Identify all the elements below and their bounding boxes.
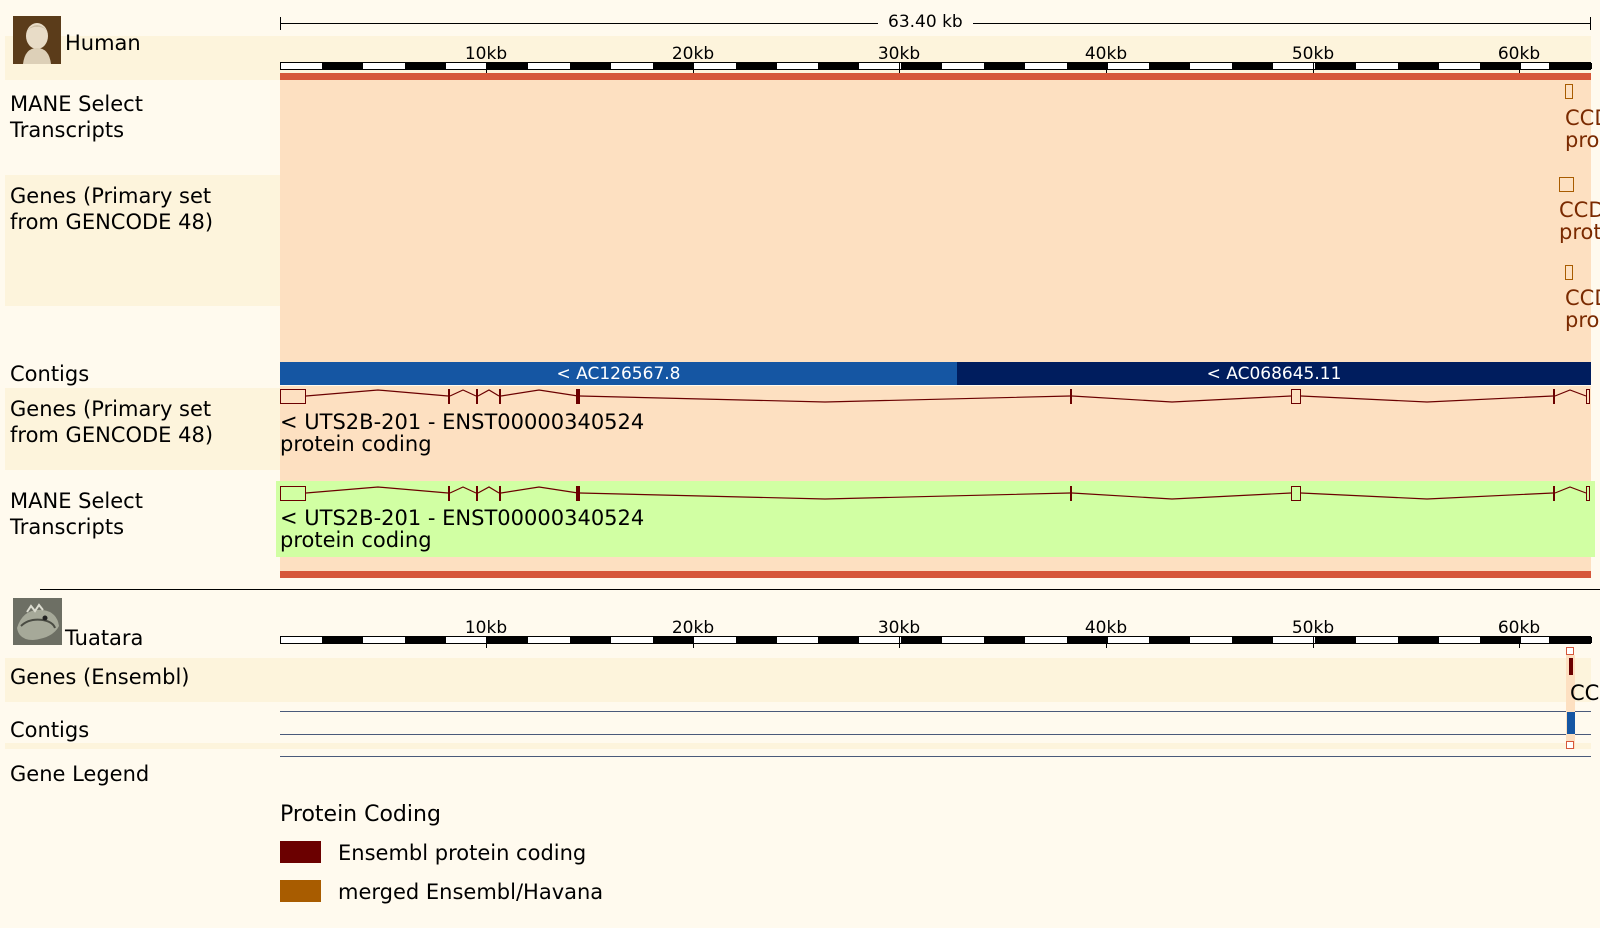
human-bust-icon <box>13 16 61 64</box>
track-label-contigs: Contigs <box>10 362 90 386</box>
tick-label-10kb: 10kb <box>464 618 508 638</box>
tick-label-40kb: 40kb <box>1084 44 1128 64</box>
tick-label-50kb: 50kb <box>1291 44 1335 64</box>
genes-bottom-label-band <box>5 388 280 470</box>
tick-label-20kb: 20kb <box>671 44 715 64</box>
edge-gene-exon[interactable] <box>1565 84 1573 99</box>
scale-length-label: 63.40 kb <box>878 10 973 34</box>
human-species-label: Human <box>65 31 141 55</box>
legend-label-merged: merged Ensembl/Havana <box>338 880 604 904</box>
tuatara-highlight-marker <box>1566 741 1574 749</box>
contig-ac068645[interactable]: < AC068645.11 <box>957 362 1591 385</box>
human-header-band <box>5 36 1591 80</box>
track-label-tuatara-genes: Genes (Ensembl) <box>10 665 190 689</box>
track-label-mane-bottom: MANE Select Transcripts <box>10 489 143 539</box>
highlight-top-bar <box>280 73 1591 80</box>
transcript-name-mane[interactable]: < UTS2B-201 - ENST00000340524 <box>280 506 645 530</box>
human-ruler <box>280 62 1592 70</box>
contig-line <box>280 734 1591 735</box>
edge-gene-exon[interactable] <box>1559 177 1574 192</box>
major-tick <box>1313 62 1314 74</box>
edge-gene-biotype: prot <box>1559 221 1600 243</box>
tick-label-60kb: 60kb <box>1497 44 1541 64</box>
contig-line <box>280 756 1591 757</box>
tick-label-30kb: 30kb <box>877 618 921 638</box>
tick-label-60kb: 60kb <box>1497 618 1541 638</box>
legend-swatch-ensembl <box>280 841 321 863</box>
track-label-genes-top: Genes (Primary set from GENCODE 48) <box>10 184 214 234</box>
tuatara-gene-exon[interactable] <box>1569 658 1573 675</box>
highlight-bottom-bar <box>280 571 1591 578</box>
track-label-tuatara-contigs: Contigs <box>10 718 90 742</box>
contig-label: < AC068645.11 <box>1206 364 1342 384</box>
transcript-model-mane[interactable] <box>280 483 1592 507</box>
major-tick <box>693 62 694 74</box>
contig-ac126567[interactable]: < AC126567.8 <box>280 362 957 385</box>
track-label-gene-legend: Gene Legend <box>10 762 150 786</box>
tick-label-40kb: 40kb <box>1084 618 1128 638</box>
tuatara-species-label: Tuatara <box>65 626 144 650</box>
major-tick <box>486 62 487 74</box>
tuatara-contig-block[interactable] <box>1567 712 1575 734</box>
major-tick <box>899 62 900 74</box>
tick-label-20kb: 20kb <box>671 618 715 638</box>
tuatara-edge-gene-label[interactable]: CC <box>1570 682 1600 704</box>
tick-label-10kb: 10kb <box>464 44 508 64</box>
genes-top-label-band <box>5 175 280 306</box>
major-tick <box>693 636 694 648</box>
tick-label-50kb: 50kb <box>1291 618 1335 638</box>
scale-bar-left-cap <box>280 17 281 30</box>
tuatara-genes-band <box>5 658 1591 702</box>
edge-gene-exon[interactable] <box>1565 265 1573 280</box>
edge-gene-label[interactable]: CCD <box>1565 287 1600 309</box>
edge-gene-label[interactable]: CCD <box>1565 107 1600 129</box>
species-separator <box>40 589 1600 590</box>
tuatara-icon <box>13 598 62 645</box>
major-tick <box>899 636 900 648</box>
contig-line <box>280 711 1591 712</box>
legend-heading: Protein Coding <box>280 802 441 827</box>
major-tick <box>1313 636 1314 648</box>
contig-label: < AC126567.8 <box>556 364 681 384</box>
transcript-biotype-mane: protein coding <box>280 528 432 552</box>
tuatara-highlight-marker <box>1566 647 1574 655</box>
mane-green-band <box>276 481 1595 557</box>
edge-gene-biotype: pro <box>1565 129 1600 151</box>
tick-label-30kb: 30kb <box>877 44 921 64</box>
edge-gene-label[interactable]: CCD <box>1559 199 1600 221</box>
major-tick <box>1519 62 1520 74</box>
transcript-model-genes[interactable] <box>280 386 1592 410</box>
transcript-name-genes[interactable]: < UTS2B-201 - ENST00000340524 <box>280 410 645 434</box>
scale-bar-right-cap <box>1590 17 1591 30</box>
highlight-region <box>280 73 1591 378</box>
track-label-genes-bottom: Genes (Primary set from GENCODE 48) <box>10 397 214 447</box>
transcript-biotype-genes: protein coding <box>280 432 432 456</box>
legend-label-ensembl: Ensembl protein coding <box>338 841 587 865</box>
major-tick <box>486 636 487 648</box>
major-tick <box>1519 636 1520 648</box>
major-tick <box>1106 62 1107 74</box>
tuatara-highlight <box>1566 655 1575 749</box>
tuatara-contigs-band <box>5 743 1591 749</box>
edge-gene-biotype: pro <box>1565 309 1600 331</box>
major-tick <box>1106 636 1107 648</box>
legend-swatch-merged <box>280 880 321 902</box>
track-label-mane-top: MANE Select Transcripts <box>10 92 143 142</box>
tuatara-ruler <box>280 636 1592 644</box>
